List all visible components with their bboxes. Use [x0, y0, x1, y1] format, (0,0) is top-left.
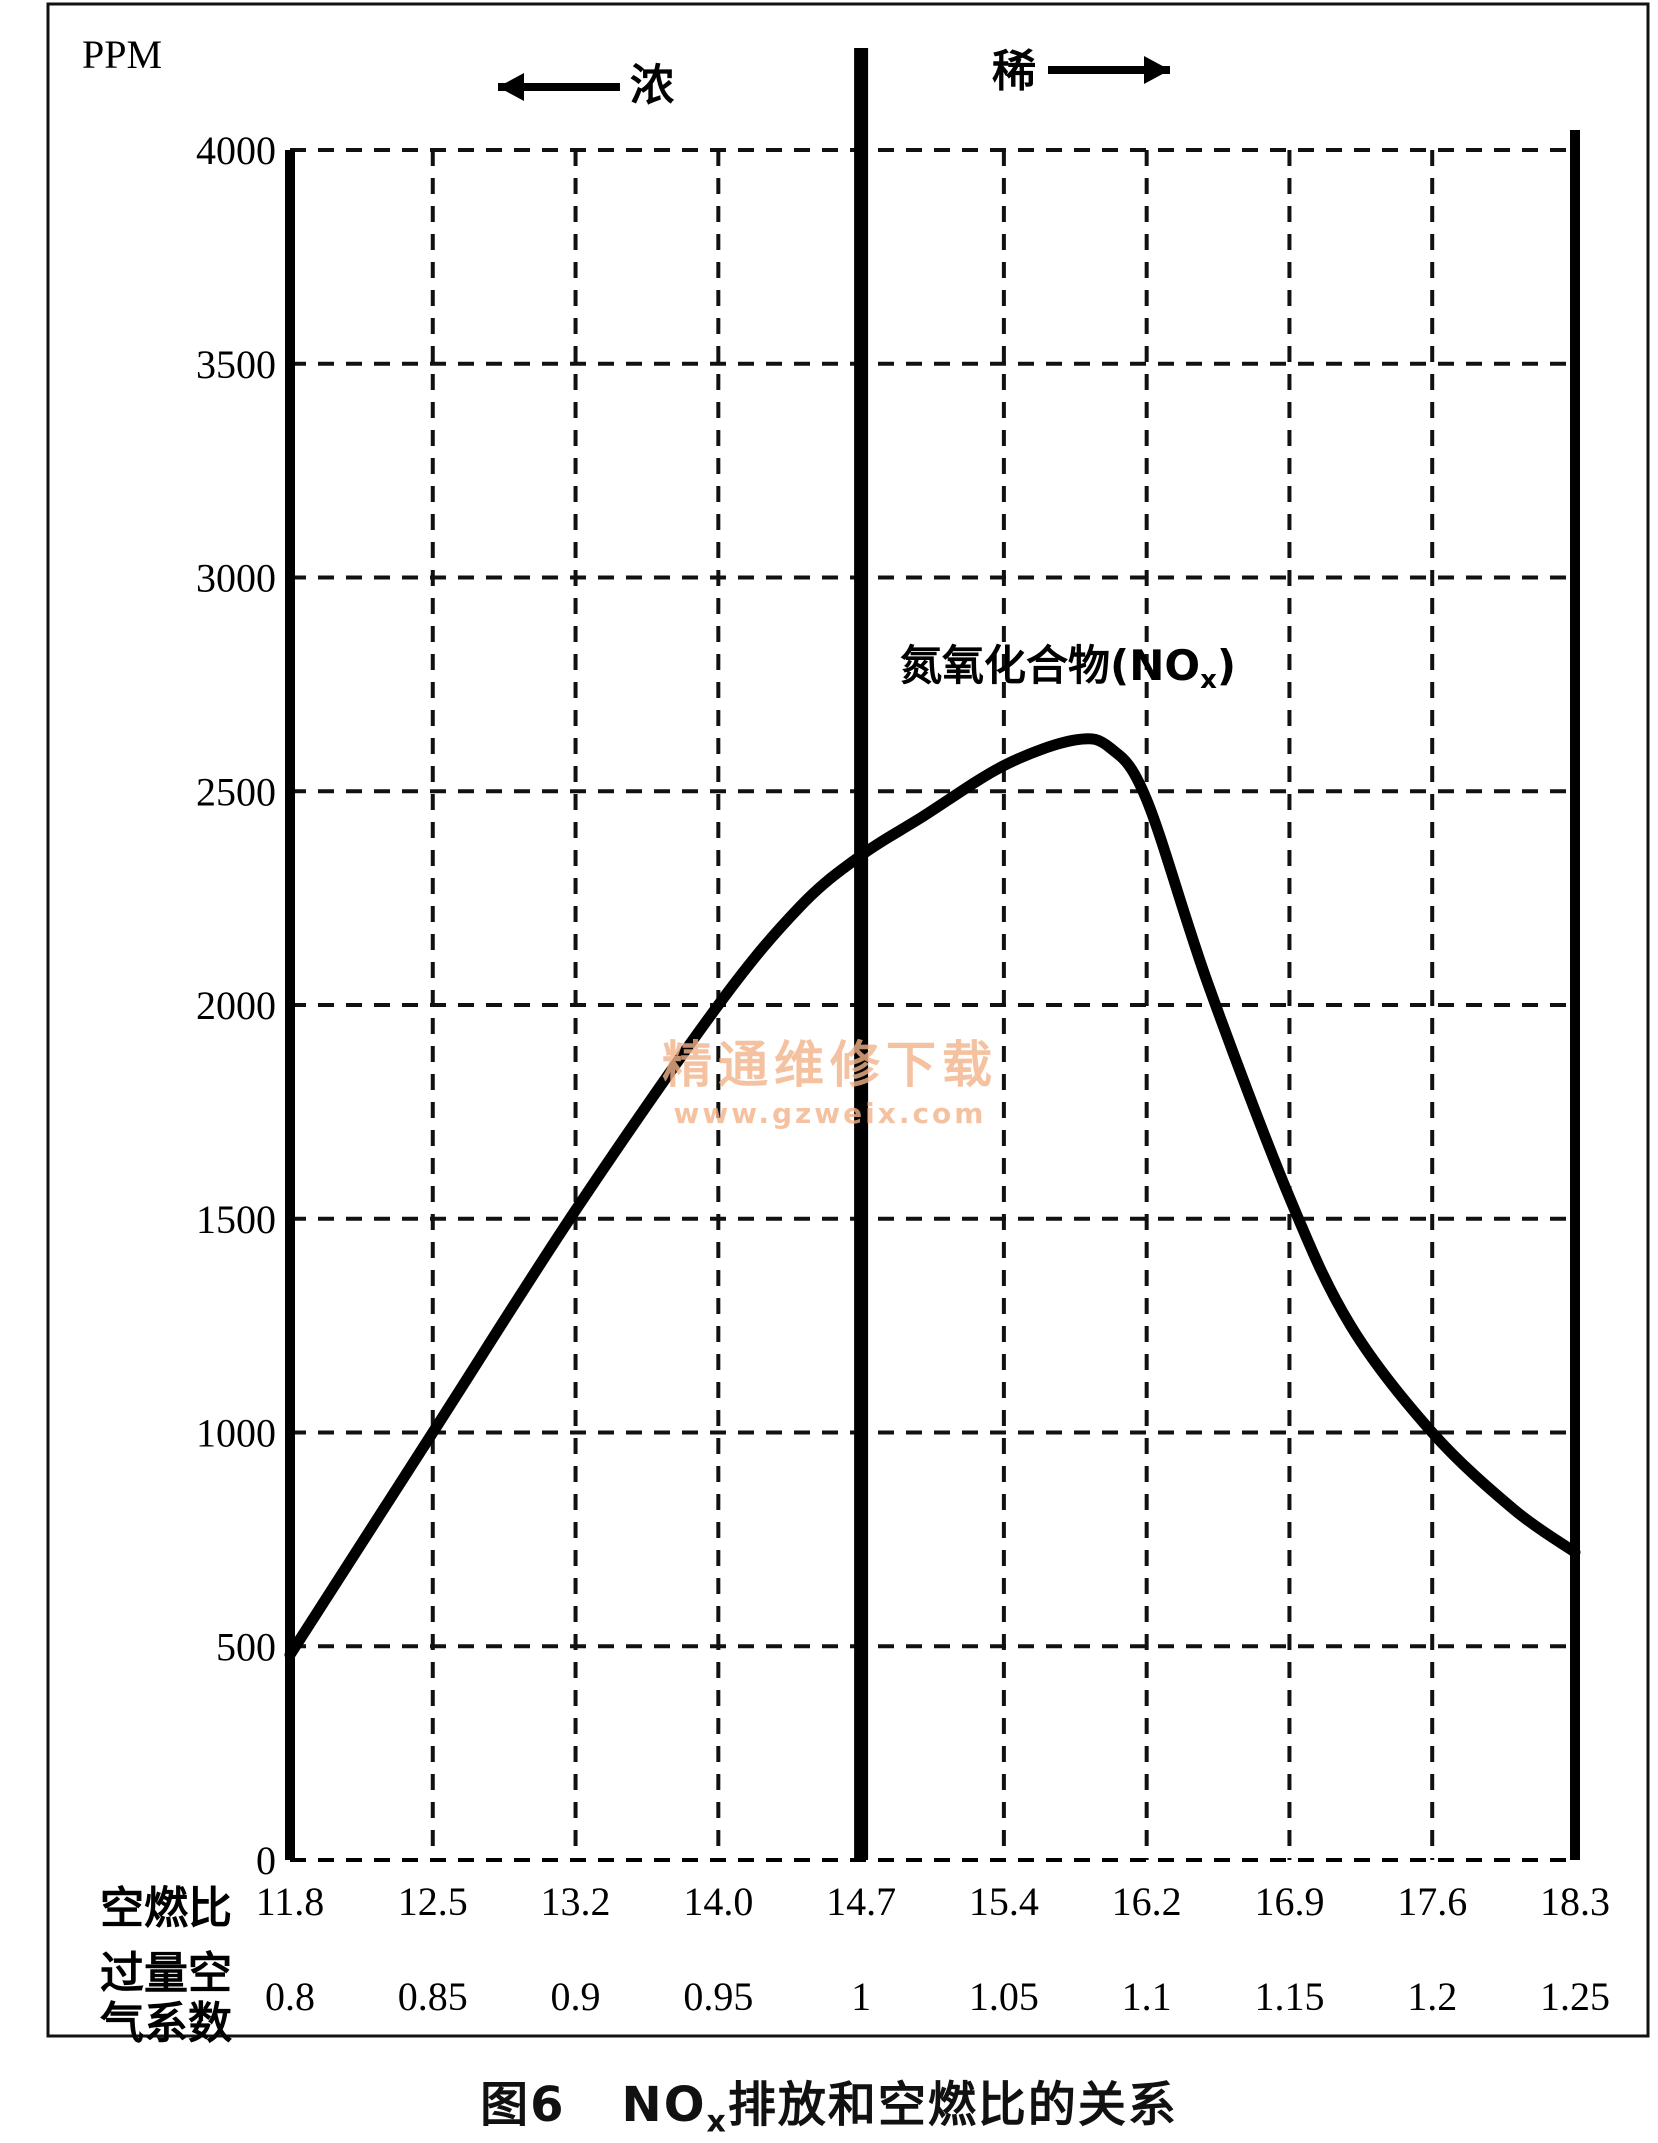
caption-text: 排放和空燃比的关系 — [727, 2077, 1178, 2133]
afr-tick-label: 17.6 — [1397, 1879, 1467, 1924]
y-tick-label: 3500 — [196, 342, 276, 387]
lambda-tick-label: 1 — [851, 1974, 871, 2019]
lambda-tick-label: 0.95 — [683, 1974, 753, 2019]
y-axis-unit-label: PPM — [82, 32, 162, 77]
figure-caption: 图6 NOx排放和空燃比的关系 — [0, 2065, 1658, 2140]
afr-tick-label: 14.0 — [683, 1879, 753, 1924]
y-tick-label: 0 — [256, 1838, 276, 1883]
afr-tick-label: 15.4 — [969, 1879, 1039, 1924]
lambda-tick-label: 0.9 — [551, 1974, 601, 2019]
axes — [285, 48, 1580, 1862]
y-tick-label: 500 — [216, 1624, 276, 1669]
series-layer — [284, 733, 1581, 1661]
afr-tick-label: 11.8 — [256, 1879, 325, 1924]
lambda-tick-label: 1.15 — [1254, 1974, 1324, 2019]
caption-nox-subscript: x — [706, 2104, 728, 2140]
afr-tick-label: 16.9 — [1254, 1879, 1324, 1924]
caption-number: 图6 — [480, 2077, 566, 2133]
y-tick-label: 3000 — [196, 556, 276, 601]
y-tick-label: 2000 — [196, 983, 276, 1028]
lambda-row-label-line1: 过量空 — [100, 1948, 232, 1999]
lambda-tick-label: 1.05 — [969, 1974, 1039, 2019]
rich-label: 浓 — [630, 60, 675, 111]
lean-arrow-head — [1144, 56, 1170, 84]
afr-tick-label: 12.5 — [398, 1879, 468, 1924]
rich-arrow-head — [498, 73, 524, 101]
grid — [290, 148, 1575, 1860]
lambda-tick-label: 0.85 — [398, 1974, 468, 2019]
caption-nox: NO — [621, 2077, 707, 2133]
lean-label: 稀 — [992, 46, 1036, 97]
y-tick-label: 1000 — [196, 1411, 276, 1456]
y-tick-label: 2500 — [196, 769, 276, 814]
y-tick-label: 1500 — [196, 1197, 276, 1242]
lambda-tick-label: 0.8 — [265, 1974, 315, 2019]
nox-series-label: 氮氧化合物(NOx) — [900, 641, 1236, 695]
afr-row-label: 空燃比 — [100, 1883, 232, 1934]
y-tick-label: 4000 — [196, 128, 276, 173]
afr-tick-label: 18.3 — [1540, 1879, 1610, 1924]
outer-frame — [46, 2, 1650, 2038]
lambda-tick-label: 1.25 — [1540, 1974, 1610, 2019]
lambda-row-label-line2: 气系数 — [100, 1998, 232, 2049]
nox-series-line — [284, 733, 1581, 1661]
lambda-tick-label: 1.2 — [1407, 1974, 1457, 2019]
afr-tick-label: 13.2 — [541, 1879, 611, 1924]
afr-tick-label: 14.7 — [826, 1879, 896, 1924]
afr-tick-label: 16.2 — [1112, 1879, 1182, 1924]
lambda-tick-label: 1.1 — [1122, 1974, 1172, 2019]
